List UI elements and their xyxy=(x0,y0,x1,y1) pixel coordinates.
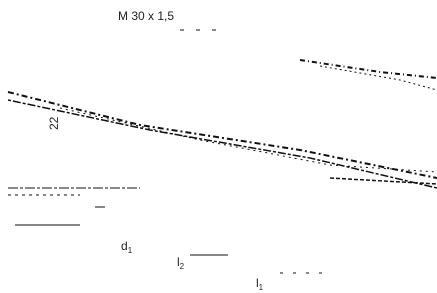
l1-label: l1 xyxy=(256,276,264,292)
l2-sub: 2 xyxy=(180,262,185,271)
d1-label: d1 xyxy=(121,239,133,255)
l1-sub: 1 xyxy=(259,283,264,292)
angle-label: 22 xyxy=(47,116,61,130)
d1-text: d xyxy=(121,239,128,253)
hatching xyxy=(8,30,437,273)
drawing: M 30 x 1,5 22 d1 l2 l1 xyxy=(0,0,437,293)
d1-sub: 1 xyxy=(128,246,133,255)
thread-label: M 30 x 1,5 xyxy=(118,9,174,23)
l2-label: l2 xyxy=(177,255,185,271)
